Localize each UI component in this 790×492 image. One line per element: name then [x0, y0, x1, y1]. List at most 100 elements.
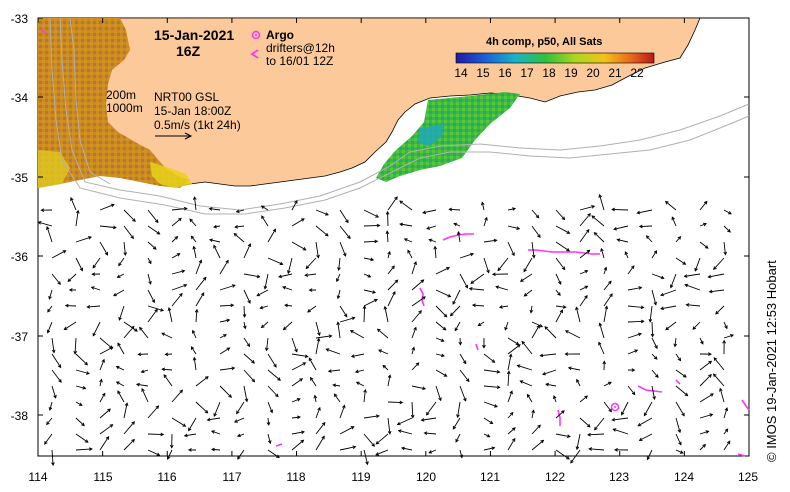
current-vector: [123, 439, 135, 451]
current-vector-head: [486, 433, 491, 438]
current-vector-head: [160, 308, 165, 312]
current-vector: [64, 321, 77, 330]
current-vector: [483, 385, 500, 388]
current-vector-head: [101, 358, 105, 363]
current-vector-head: [251, 360, 255, 364]
current-vector: [452, 289, 461, 305]
current-vector: [171, 236, 178, 243]
current-vector: [459, 253, 474, 259]
current-vector-head: [564, 352, 569, 356]
current-vector-head: [645, 235, 650, 240]
current-vector: [699, 241, 709, 249]
current-vector: [435, 353, 445, 357]
drifters-legend-until: to 16/01 12Z: [266, 54, 334, 68]
current-vector-head: [115, 381, 120, 385]
current-vector: [483, 217, 488, 227]
current-vector: [507, 225, 520, 230]
current-vector: [411, 279, 424, 291]
current-vector-head: [228, 394, 232, 398]
current-vector: [363, 273, 371, 278]
current-vector-head: [336, 278, 340, 283]
current-vector: [219, 260, 229, 275]
current-vector: [507, 337, 519, 345]
current-vector-head: [640, 319, 645, 324]
current-vector: [627, 385, 636, 395]
current-vector-head: [91, 272, 96, 277]
current-vector: [243, 321, 246, 329]
current-vector-head: [351, 316, 356, 321]
current-vector-head: [179, 389, 184, 394]
current-vector: [195, 292, 205, 307]
current-vector: [51, 369, 62, 383]
current-vector-head: [425, 411, 430, 416]
current-vector: [457, 401, 461, 418]
drifter-track: [557, 409, 561, 426]
current-vector-head: [613, 226, 618, 231]
current-vector: [579, 205, 595, 211]
current-vector: [449, 208, 461, 211]
current-vector: [337, 322, 341, 339]
current-vector: [450, 305, 461, 317]
current-vector-head: [537, 424, 541, 429]
x-tick-label: 123: [608, 470, 630, 484]
current-vector: [363, 306, 366, 323]
current-vector-head: [630, 265, 635, 270]
current-vector-head: [174, 235, 179, 240]
current-vector-head: [110, 203, 115, 208]
current-vector: [713, 357, 725, 371]
current-vector-head: [531, 409, 535, 414]
current-vector-head: [316, 254, 320, 259]
current-vector-head: [648, 318, 653, 323]
current-vector-head: [62, 250, 67, 254]
current-vector: [531, 440, 544, 451]
current-vector-head: [542, 371, 546, 376]
current-vector: [211, 430, 221, 435]
current-vector-head: [519, 380, 524, 384]
current-vector: [235, 225, 245, 228]
current-vector-head: [46, 329, 51, 334]
current-vector-head: [355, 381, 360, 386]
current-vector-head: [634, 349, 639, 353]
current-vector-head: [105, 435, 110, 440]
current-vector-head: [206, 417, 211, 422]
current-vector: [267, 369, 281, 381]
current-vector: [401, 447, 413, 451]
current-vector-head: [694, 267, 698, 272]
current-vector-head: [202, 276, 207, 281]
current-vector-head: [462, 360, 467, 365]
current-vector-head: [566, 456, 570, 460]
current-vector: [363, 225, 380, 227]
current-vector-head: [604, 305, 609, 310]
current-vector-head: [336, 321, 341, 326]
current-vector-head: [684, 392, 689, 397]
current-vector: [141, 388, 149, 403]
current-vector-head: [365, 461, 369, 466]
current-vector-head: [276, 454, 280, 459]
x-tick-label: 118: [286, 470, 306, 484]
current-vector-head: [440, 353, 445, 358]
current-vector: [267, 401, 273, 413]
current-vector: [651, 385, 656, 400]
current-vector: [435, 305, 448, 318]
current-vector-head: [304, 354, 309, 358]
current-vector: [195, 260, 202, 275]
current-vector-head: [308, 357, 313, 362]
colorbar-tick: 21: [608, 66, 622, 80]
current-vector: [603, 293, 613, 307]
current-vector: [576, 379, 581, 387]
current-vector-head: [471, 303, 476, 308]
current-vector-head: [608, 381, 612, 386]
current-vector-head: [396, 421, 401, 426]
current-vector: [647, 449, 653, 460]
current-vector-head: [679, 450, 684, 454]
current-vector: [692, 321, 701, 330]
current-vector-head: [708, 352, 712, 356]
current-vector-head: [316, 337, 321, 342]
current-vector-head: [178, 217, 182, 222]
current-vector: [236, 209, 245, 213]
current-vector: [171, 253, 180, 259]
current-vector: [483, 433, 490, 438]
current-vector: [387, 291, 396, 307]
current-vector-head: [631, 368, 636, 372]
current-vector: [99, 424, 113, 435]
